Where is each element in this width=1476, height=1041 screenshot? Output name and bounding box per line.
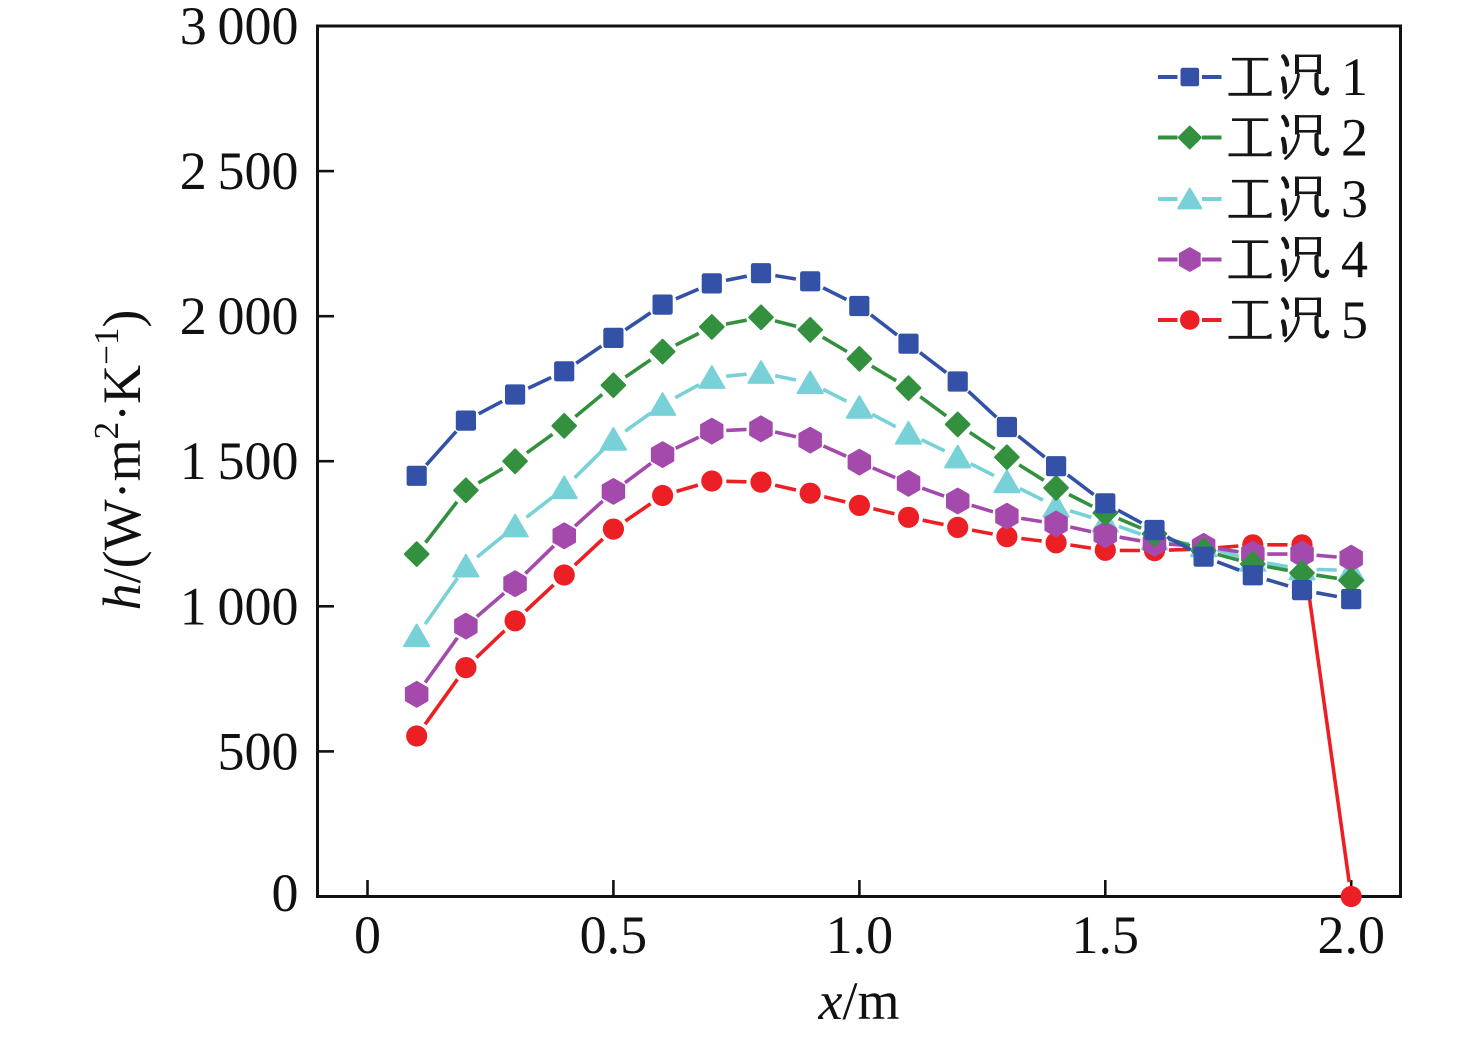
svg-text:2 500: 2 500 [180,141,299,201]
svg-text:3: 3 [1341,169,1368,229]
svg-text:0: 0 [354,905,381,965]
svg-text:500: 500 [218,721,299,781]
svg-text:1.0: 1.0 [826,905,894,965]
svg-text:5: 5 [1341,290,1368,350]
svg-text:2 000: 2 000 [180,286,299,346]
svg-text:1.5: 1.5 [1072,905,1140,965]
svg-text:1 000: 1 000 [180,576,299,636]
svg-text:2: 2 [1341,108,1368,168]
svg-text:4: 4 [1341,230,1368,290]
svg-text:1 500: 1 500 [180,431,299,491]
svg-text:0.5: 0.5 [580,905,648,965]
svg-text:2.0: 2.0 [1317,905,1385,965]
svg-text:3 000: 3 000 [180,0,299,56]
svg-text:x/m: x/m [818,971,900,1031]
svg-text:0: 0 [272,863,299,923]
svg-text:1: 1 [1341,47,1368,107]
